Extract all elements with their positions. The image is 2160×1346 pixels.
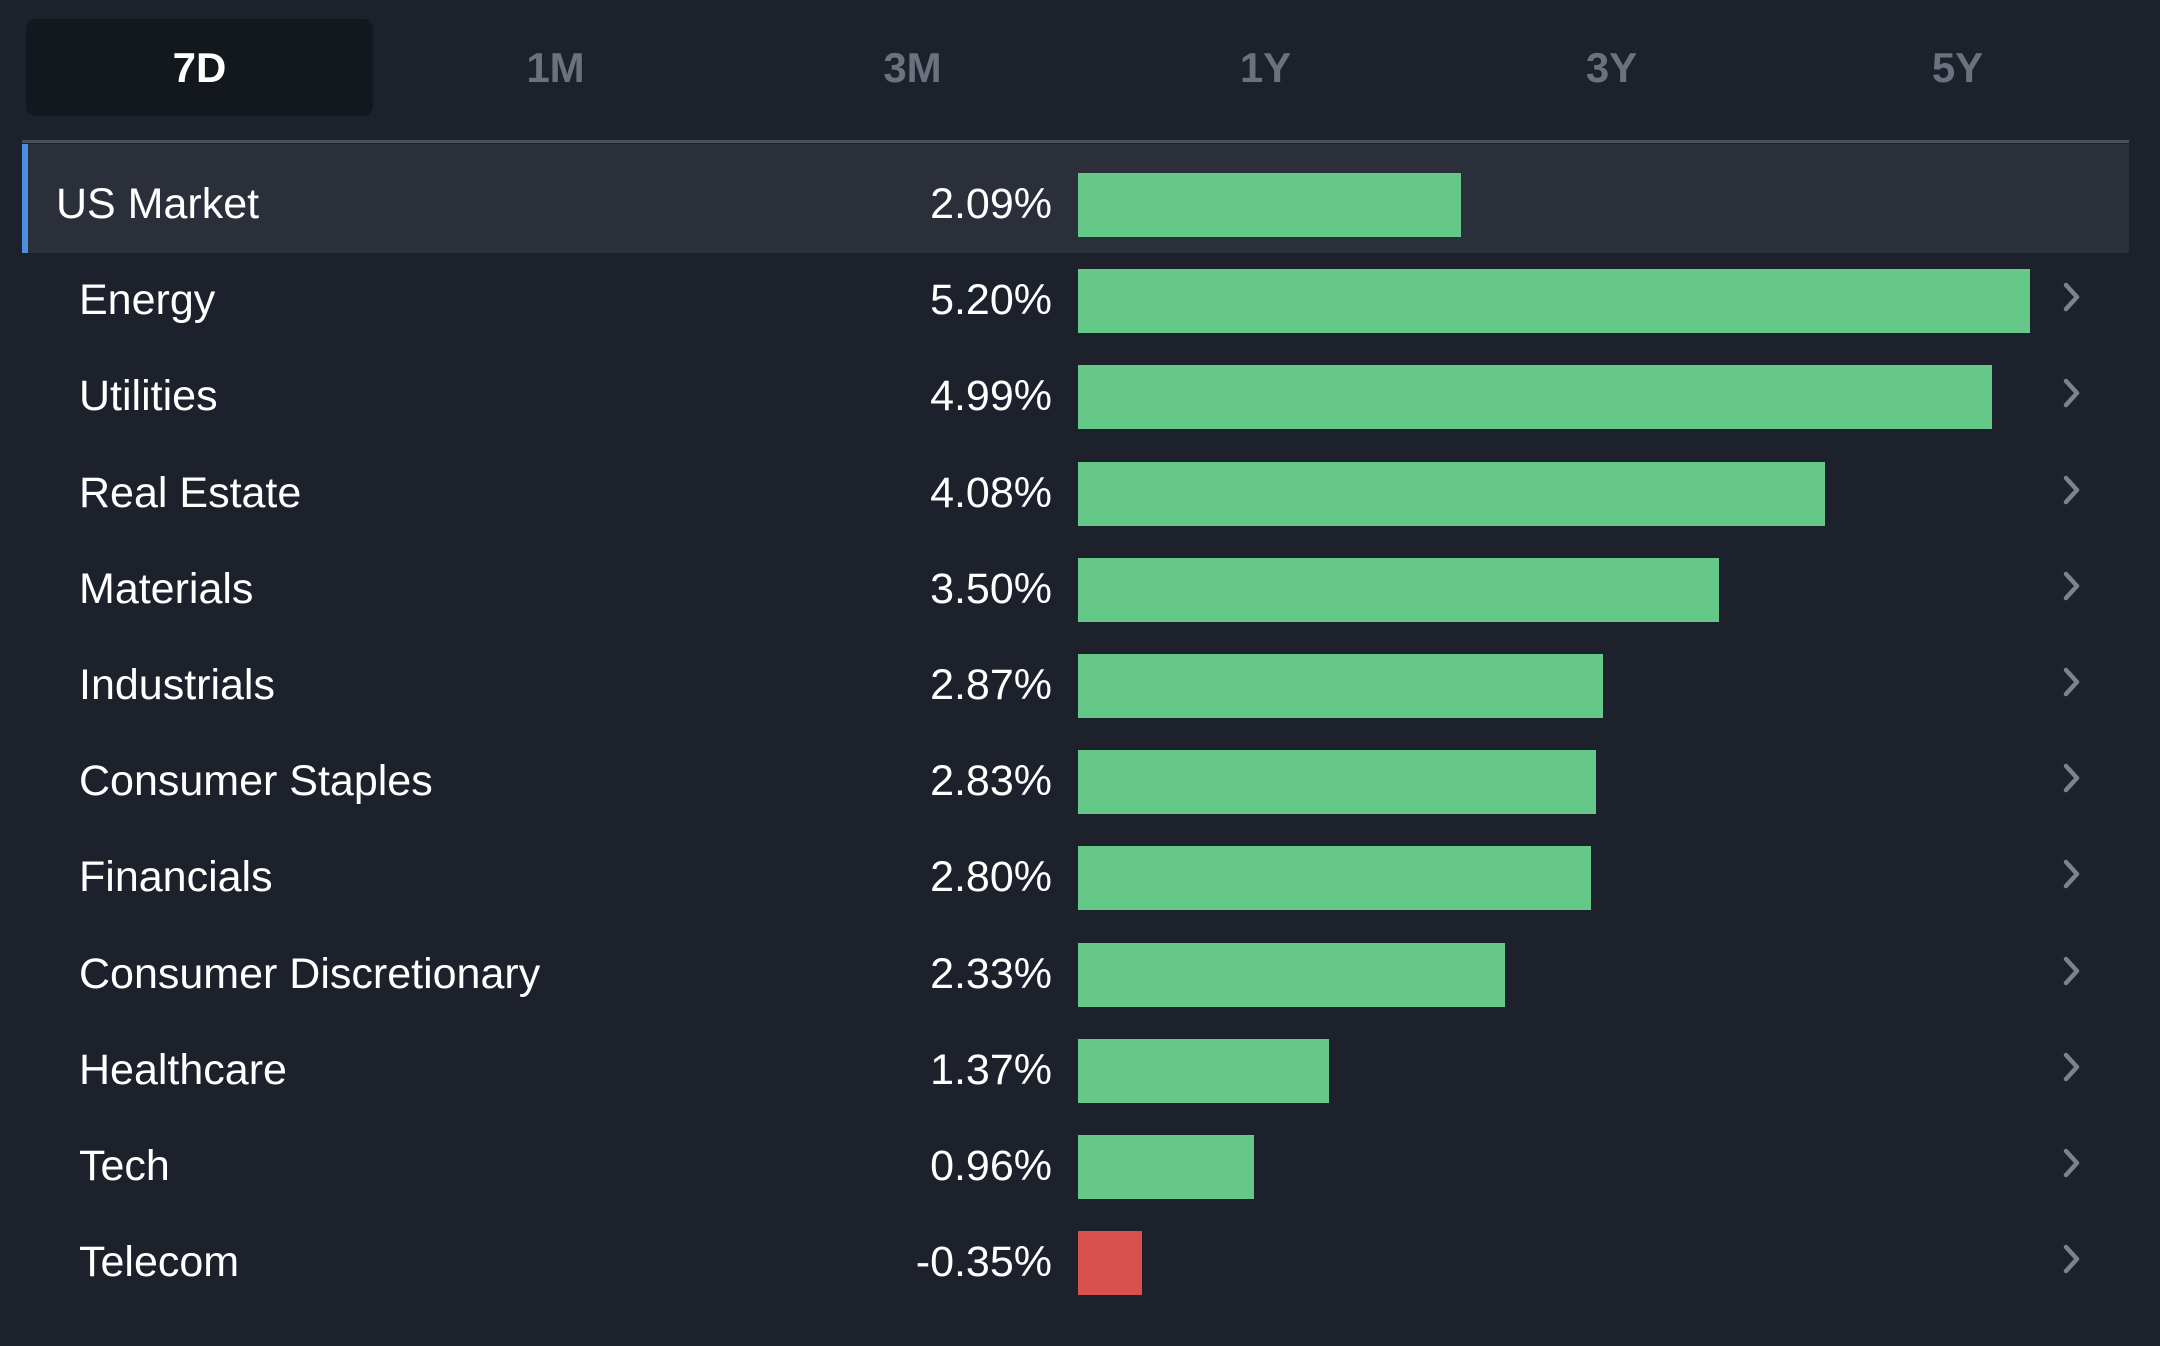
tab-1m[interactable]: 1M — [526, 43, 585, 91]
bar — [1078, 1135, 1254, 1199]
category-label: Consumer Staples — [79, 757, 433, 806]
chevron-right-icon[interactable] — [2054, 1141, 2090, 1185]
category-label: Healthcare — [79, 1045, 287, 1094]
chevron-right-icon[interactable] — [2054, 275, 2090, 319]
tab-3m[interactable]: 3M — [883, 43, 942, 91]
bar — [1078, 557, 1719, 622]
value-label: -0.35% — [915, 1238, 1052, 1287]
value-label: 4.08% — [930, 468, 1052, 517]
chevron-right-icon[interactable] — [2054, 371, 2090, 415]
bar — [1078, 1231, 1143, 1296]
bar — [1078, 750, 1597, 815]
chevron-right-icon[interactable] — [2054, 468, 2090, 512]
value-label: 2.87% — [930, 661, 1052, 709]
bar — [1078, 365, 1992, 430]
chevron-right-icon[interactable] — [2054, 949, 2090, 993]
selected-row-accent — [22, 144, 28, 253]
sector-row[interactable]: Industrials 2.87% — [0, 638, 2160, 734]
chevron-right-icon[interactable] — [2054, 660, 2090, 704]
bar — [1078, 654, 1604, 718]
chevron-right-icon[interactable] — [2054, 564, 2090, 608]
tab-7d[interactable]: 7D — [26, 19, 373, 116]
category-label: Consumer Discretionary — [79, 949, 541, 998]
category-label: US Market — [56, 180, 260, 228]
category-label: Materials — [79, 564, 254, 613]
bar — [1078, 269, 2030, 334]
chevron-right-icon[interactable] — [2054, 1237, 2090, 1281]
value-label: 2.33% — [930, 949, 1052, 998]
chevron-right-icon[interactable] — [2054, 852, 2090, 896]
chevron-right-icon[interactable] — [2054, 756, 2090, 800]
value-label: 1.37% — [930, 1045, 1052, 1094]
category-label: Telecom — [79, 1238, 240, 1287]
sector-row[interactable]: Telecom -0.35% — [0, 1215, 2160, 1311]
category-label: Financials — [79, 853, 273, 902]
sector-row[interactable]: Real Estate 4.08% — [0, 446, 2160, 542]
period-tab-bar: 7D 1M 3M 1Y 3Y 5Y — [26, 19, 2130, 116]
value-label: 5.20% — [930, 276, 1052, 325]
value-label: 2.09% — [930, 180, 1052, 228]
sector-row[interactable]: Utilities 4.99% — [0, 349, 2160, 445]
sector-row[interactable]: Energy 5.20% — [0, 253, 2160, 349]
sector-row[interactable]: Consumer Discretionary 2.33% — [0, 927, 2160, 1023]
value-label: 4.99% — [930, 372, 1052, 421]
value-label: 2.80% — [930, 853, 1052, 902]
value-label: 0.96% — [930, 1142, 1052, 1190]
category-label: Real Estate — [79, 468, 302, 517]
category-label: Industrials — [79, 661, 275, 709]
value-label: 3.50% — [930, 564, 1052, 613]
sector-row[interactable]: Healthcare 1.37% — [0, 1023, 2160, 1119]
tab-3y[interactable]: 3Y — [1585, 43, 1638, 91]
bar — [1078, 1038, 1329, 1103]
tab-divider — [22, 140, 2129, 143]
sector-row[interactable]: Financials 2.80% — [0, 830, 2160, 926]
row-us-market: US Market 2.09% — [22, 144, 2129, 253]
sector-row[interactable]: Consumer Staples 2.83% — [0, 734, 2160, 830]
sector-row[interactable]: Tech 0.96% — [0, 1119, 2160, 1215]
category-label: Utilities — [79, 372, 218, 421]
tab-1y[interactable]: 1Y — [1239, 43, 1292, 91]
sector-row[interactable]: Materials 3.50% — [0, 542, 2160, 638]
tab-5y[interactable]: 5Y — [1931, 43, 1984, 91]
category-label: Tech — [79, 1142, 170, 1190]
chevron-right-icon[interactable] — [2054, 1045, 2090, 1089]
category-label: Energy — [79, 276, 216, 325]
bar — [1078, 942, 1505, 1007]
bar — [1078, 846, 1591, 911]
bar — [1078, 173, 1461, 237]
bar — [1078, 461, 1825, 526]
value-label: 2.83% — [930, 757, 1052, 806]
